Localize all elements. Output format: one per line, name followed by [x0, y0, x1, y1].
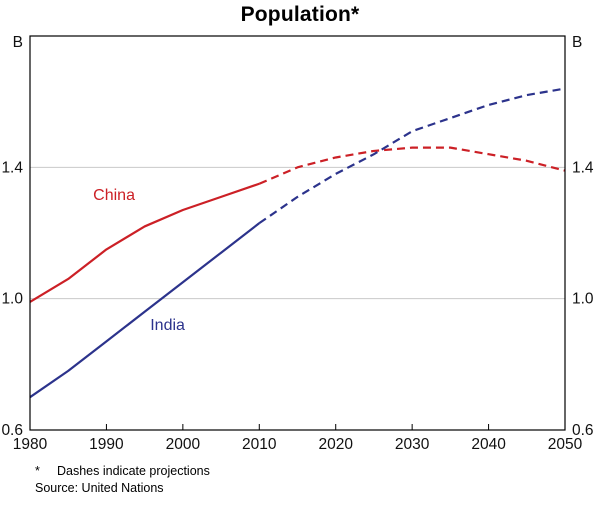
population-chart: China India 1980 1990 2000 2010 2020 2030 2040 20…: [1, 34, 594, 453]
chart-title: Population*: [240, 3, 360, 26]
y-axis-unit-left: B: [13, 34, 23, 51]
x-tick-label: 2030: [395, 436, 430, 453]
footnote-marker: *: [35, 464, 40, 478]
y-axis-unit-right: B: [572, 34, 582, 51]
series-label-india: India: [150, 317, 185, 334]
footnote-source: Source: United Nations: [35, 481, 164, 495]
y-tick-label-right: 1.4: [572, 159, 594, 176]
x-tick-label: 1990: [89, 436, 124, 453]
plot-border: [29, 35, 566, 431]
series-projection-india: [258, 87, 566, 225]
x-tick-label: 2020: [318, 436, 353, 453]
x-tick-label: 2040: [471, 436, 506, 453]
x-tick-label: 2000: [166, 436, 201, 453]
footnote-projections: * Dashes indicate projections: [35, 464, 210, 478]
series-label-china: China: [93, 187, 135, 204]
y-tick-label-left: 1.0: [1, 291, 23, 308]
footnote-text: Dashes indicate projections: [57, 464, 210, 478]
y-tick-label-right: 1.0: [572, 291, 594, 308]
y-tick-label-left: 0.6: [1, 422, 23, 439]
x-tick-label: 1980: [13, 436, 48, 453]
series-line-china: [29, 182, 260, 303]
series-line-india: [29, 222, 260, 399]
x-tick-label: 2050: [548, 436, 583, 453]
series-projection-china: [258, 146, 566, 185]
y-tick-label-right: 0.6: [572, 422, 594, 439]
y-tick-label-left: 1.4: [1, 159, 23, 176]
x-tick-label: 2010: [242, 436, 277, 453]
